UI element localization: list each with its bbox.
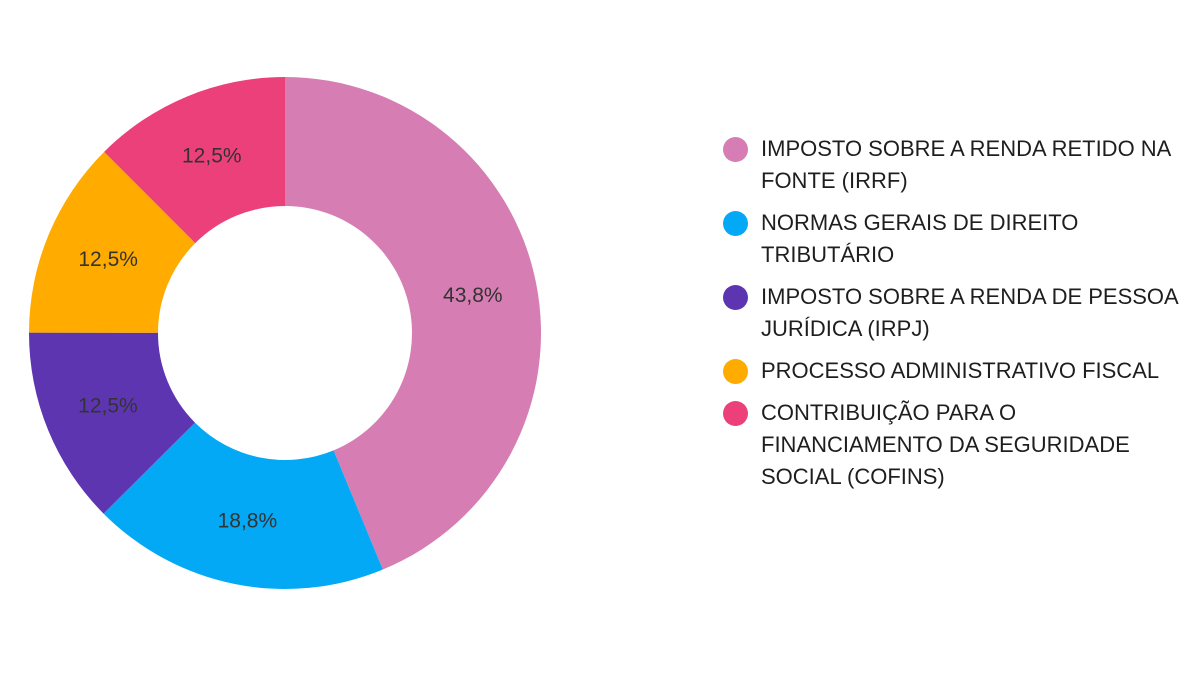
legend-label-4: CONTRIBUIÇÃO PARA O FINANCIAMENTO DA SEG… [761, 400, 1130, 489]
legend-item-0: IMPOSTO SOBRE A RENDA RETIDO NA FONTE (I… [723, 133, 1183, 197]
legend-item-4: CONTRIBUIÇÃO PARA O FINANCIAMENTO DA SEG… [723, 397, 1183, 493]
slice-0 [285, 77, 541, 570]
legend-swatch-3 [723, 359, 748, 384]
legend: IMPOSTO SOBRE A RENDA RETIDO NA FONTE (I… [723, 133, 1183, 503]
legend-label-1: NORMAS GERAIS DE DIREITO TRIBUTÁRIO [761, 210, 1079, 267]
slice-3 [29, 151, 196, 333]
legend-swatch-2 [723, 285, 748, 310]
slice-labels: 43,8% 18,8% 12,5% 12,5% 12,5% [78, 145, 502, 533]
donut-chart: 43,8% 18,8% 12,5% 12,5% 12,5% [28, 77, 541, 589]
legend-label-3: PROCESSO ADMINISTRATIVO FISCAL [761, 358, 1160, 383]
legend-swatch-1 [723, 211, 748, 236]
legend-item-2: IMPOSTO SOBRE A RENDA DE PESSOA JURÍDICA… [723, 281, 1183, 345]
slices [28, 77, 541, 589]
slice-1 [103, 422, 383, 589]
slice-label-4: 12,5% [182, 145, 242, 168]
legend-swatch-0 [723, 137, 748, 162]
slice-label-3: 12,5% [78, 248, 138, 271]
legend-item-1: NORMAS GERAIS DE DIREITO TRIBUTÁRIO [723, 207, 1183, 271]
legend-swatch-4 [723, 401, 748, 426]
legend-item-3: PROCESSO ADMINISTRATIVO FISCAL [723, 355, 1183, 387]
legend-label-2: IMPOSTO SOBRE A RENDA DE PESSOA JURÍDICA… [761, 284, 1178, 341]
slice-4 [104, 77, 286, 244]
slice-label-1: 18,8% [218, 509, 278, 532]
slice-2 [28, 332, 195, 514]
slice-label-2: 12,5% [78, 394, 138, 417]
slice-label-0: 43,8% [443, 284, 503, 307]
legend-label-0: IMPOSTO SOBRE A RENDA RETIDO NA FONTE (I… [761, 136, 1171, 193]
